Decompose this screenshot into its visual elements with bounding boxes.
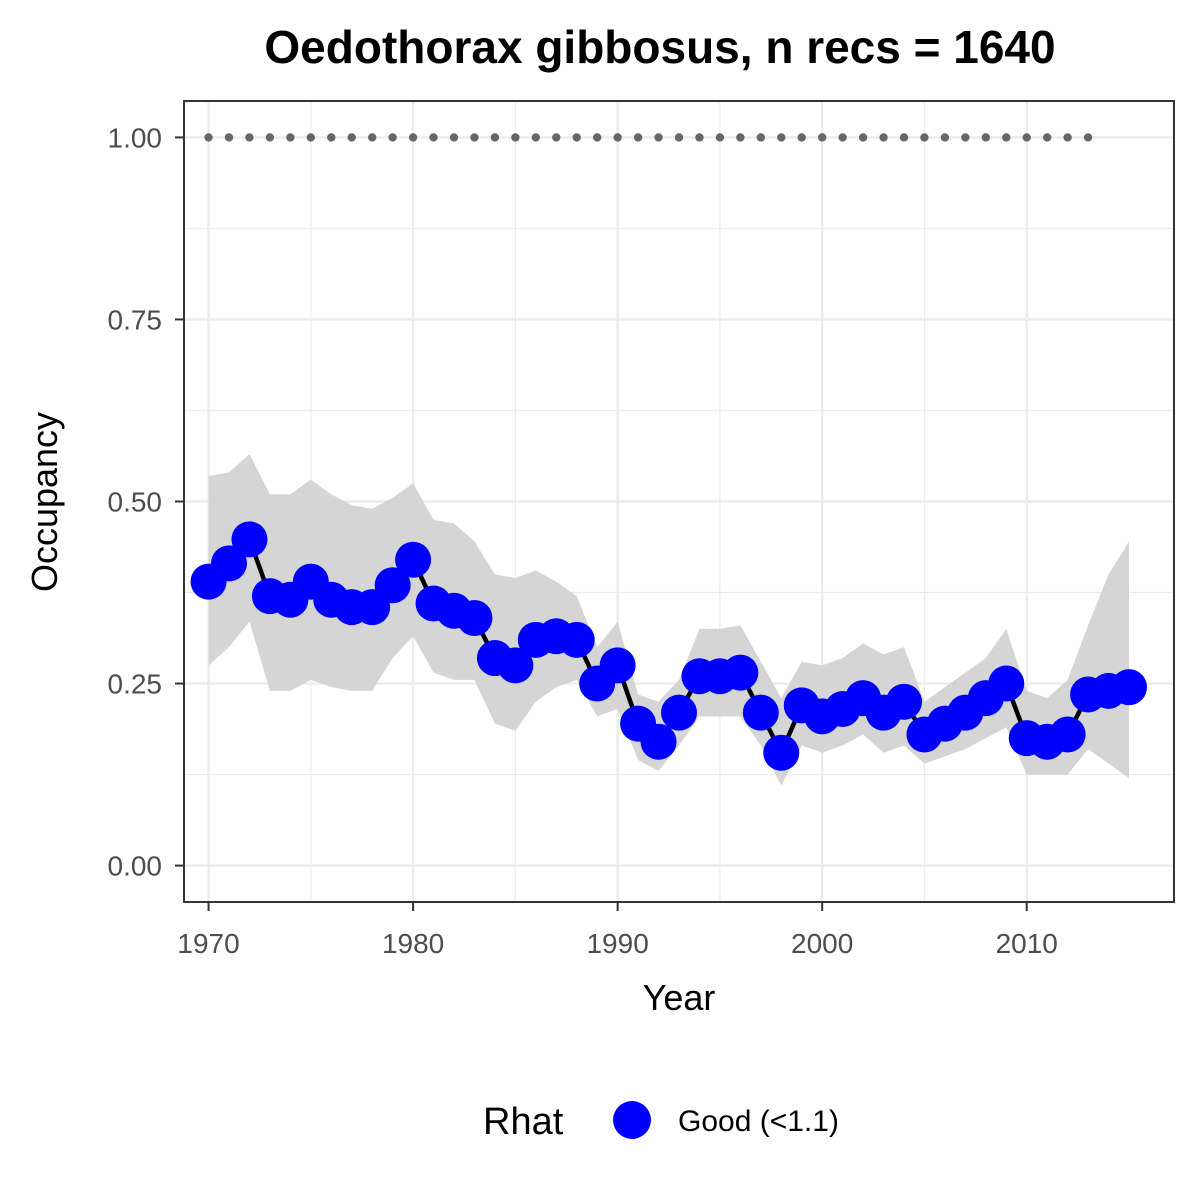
reference-point	[552, 133, 561, 142]
occupancy-point	[988, 665, 1025, 702]
reference-point	[408, 133, 418, 142]
occupancy-point	[640, 723, 677, 760]
reference-point	[592, 133, 602, 142]
reference-point	[838, 133, 847, 142]
y-tick-label: 0.25	[108, 669, 163, 700]
reference-point	[1063, 133, 1072, 142]
x-axis: 1970 1980 1990 2000 2010	[177, 902, 1058, 959]
occupancy-point	[395, 541, 432, 578]
x-tick-label: 2000	[791, 928, 853, 959]
y-tick-label: 1.00	[108, 122, 163, 153]
reference-point	[449, 133, 459, 142]
legend-title: Rhat	[483, 1101, 564, 1143]
reference-point	[1083, 133, 1093, 142]
reference-point	[306, 133, 316, 142]
reference-point	[367, 133, 377, 142]
reference-point	[1002, 133, 1011, 142]
occupancy-point	[886, 683, 922, 720]
legend-label-good: Good (<1.1)	[678, 1105, 839, 1138]
reference-point	[204, 133, 213, 142]
y-tick-label: 0.75	[108, 304, 163, 335]
legend-key-good	[613, 1101, 651, 1139]
reference-point	[879, 133, 888, 142]
reference-point	[736, 133, 745, 142]
y-axis-title: Occupancy	[24, 412, 65, 592]
reference-point	[1042, 133, 1052, 142]
occupancy-point	[742, 694, 779, 731]
occupancy-point	[1049, 716, 1086, 753]
reference-point	[388, 133, 397, 142]
reference-point	[224, 133, 234, 142]
reference-point	[245, 133, 254, 142]
reference-point	[654, 133, 663, 142]
legend: Rhat Good (<1.1)	[483, 1101, 839, 1143]
x-axis-title: Year	[643, 977, 716, 1018]
occupancy-point	[231, 521, 268, 558]
y-tick-label: 0.50	[108, 487, 163, 518]
occupancy-point	[558, 621, 595, 658]
occupancy-point	[456, 600, 493, 637]
reference-point	[470, 133, 479, 142]
reference-point	[940, 133, 950, 142]
reference-point	[797, 133, 806, 142]
reference-point	[265, 133, 275, 142]
reference-point	[899, 133, 909, 142]
reference-point	[715, 133, 725, 142]
x-tick-label: 1980	[382, 928, 444, 959]
reference-point	[981, 133, 991, 142]
x-tick-label: 2010	[996, 928, 1058, 959]
reference-point	[511, 133, 520, 142]
occupancy-point	[661, 694, 697, 731]
chart-title: Oedothorax gibbosus, n recs = 1640	[264, 21, 1055, 73]
occupancy-point	[211, 545, 247, 582]
reference-point	[961, 133, 970, 142]
x-tick-label: 1990	[586, 928, 648, 959]
reference-point	[920, 133, 929, 142]
reference-point	[756, 133, 766, 142]
reference-point	[347, 133, 356, 142]
reference-point	[490, 133, 500, 142]
y-axis: 0.00 0.25 0.50 0.75 1.00	[108, 122, 184, 882]
reference-point	[572, 133, 581, 142]
reference-point	[1022, 133, 1031, 142]
occupancy-point	[599, 647, 636, 684]
occupancy-point	[1111, 669, 1147, 706]
x-tick-label: 1970	[177, 928, 239, 959]
reference-point	[531, 133, 541, 142]
reference-point	[613, 133, 622, 142]
occupancy-points-layer	[190, 521, 1147, 771]
reference-point	[674, 133, 684, 142]
reference-point	[633, 133, 643, 142]
reference-point	[327, 133, 336, 142]
reference-point	[817, 133, 827, 142]
occupancy-point	[722, 654, 759, 691]
reference-point	[429, 133, 438, 142]
reference-point	[858, 133, 868, 142]
reference-point	[695, 133, 704, 142]
occupancy-point	[763, 734, 800, 771]
reference-point	[777, 133, 786, 142]
occupancy-point	[374, 567, 411, 604]
occupancy-point	[497, 647, 534, 684]
y-tick-label: 0.00	[108, 851, 163, 882]
reference-points-layer	[204, 133, 1093, 142]
reference-point	[286, 133, 295, 142]
